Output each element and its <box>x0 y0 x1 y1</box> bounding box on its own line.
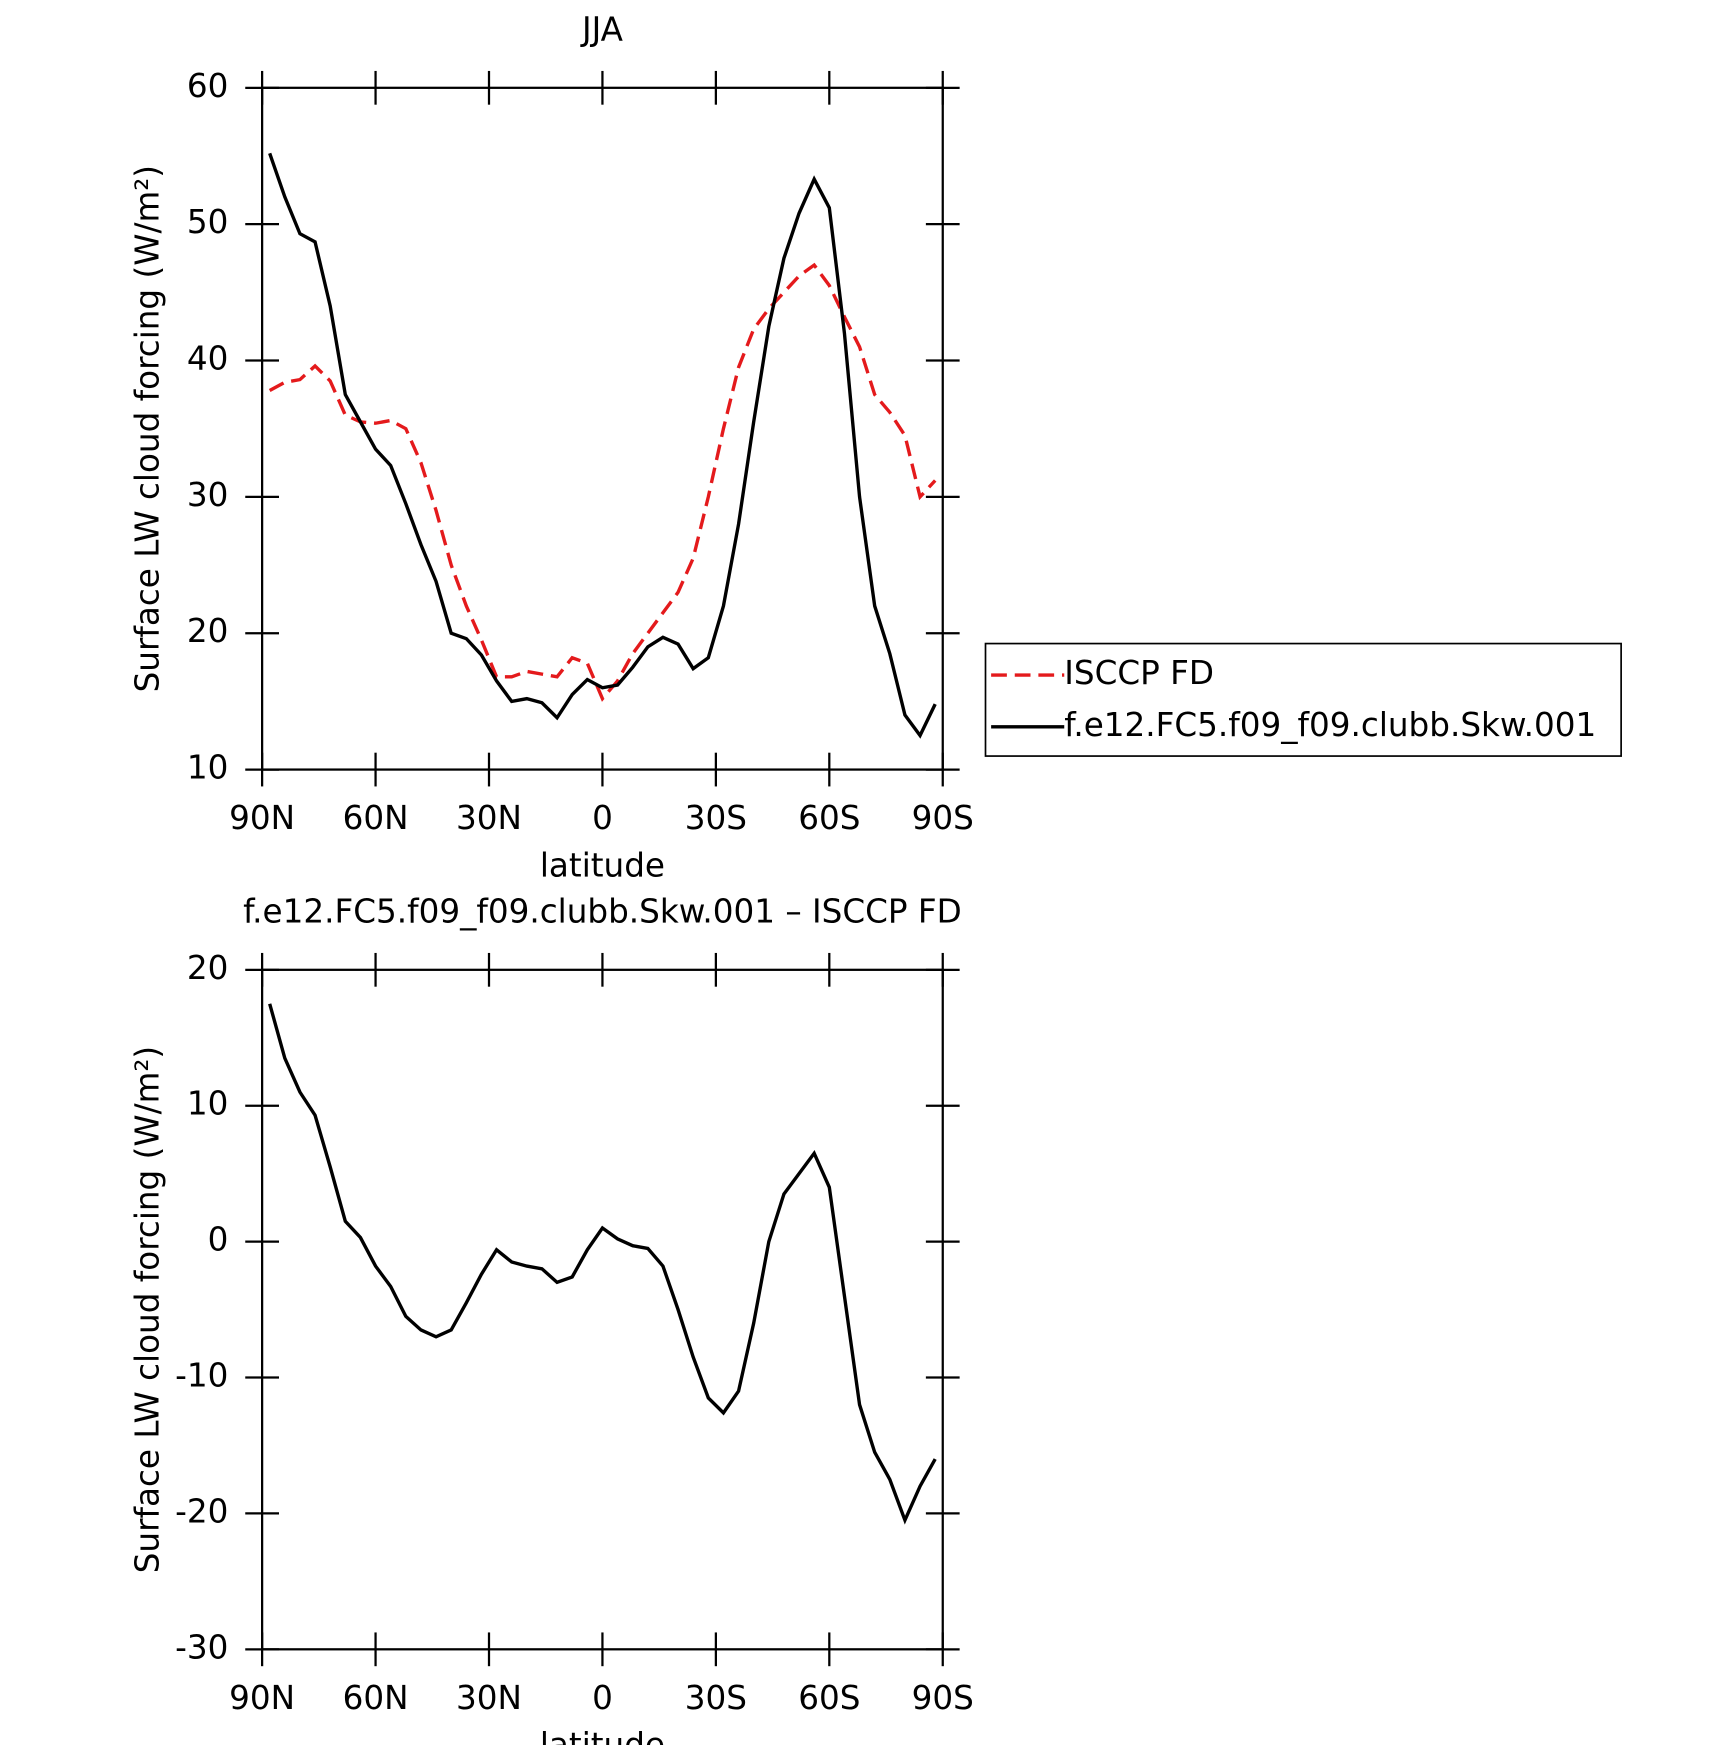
x-tick-label: 30S <box>685 1679 747 1717</box>
y-tick-label: 10 <box>187 749 229 787</box>
legend-label: ISCCP FD <box>1064 654 1214 692</box>
x-tick-label: 60S <box>798 1679 860 1717</box>
y-tick-label: 40 <box>187 340 229 378</box>
y-axis-label: Surface LW cloud forcing (W/m²) <box>129 1046 167 1573</box>
x-tick-label: 90S <box>912 1679 974 1717</box>
y-tick-label: 30 <box>187 476 229 514</box>
chart-title: f.e12.FC5.f09_f09.clubb.Skw.001 – ISCCP … <box>243 893 962 931</box>
y-tick-label: 20 <box>187 612 229 650</box>
data-line <box>268 1003 937 1525</box>
legend-box <box>984 642 1622 757</box>
x-tick-label: 90N <box>229 799 295 837</box>
y-axis-label: Surface LW cloud forcing (W/m²) <box>129 165 167 692</box>
x-tick-label: 30S <box>685 799 747 837</box>
legend-label: f.e12.FC5.f09_f09.clubb.Skw.001 <box>1064 706 1596 744</box>
x-tick-label: 30N <box>456 799 522 837</box>
data-line <box>268 152 937 739</box>
x-tick-label: 0 <box>592 1679 613 1717</box>
x-tick-label: 30N <box>456 1679 522 1717</box>
x-tick-label: 0 <box>592 799 613 837</box>
y-tick-label: -20 <box>175 1492 228 1530</box>
x-tick-label: 60N <box>343 799 409 837</box>
x-tick-label: 90N <box>229 1679 295 1717</box>
y-tick-label: -30 <box>175 1628 228 1666</box>
x-tick-label: 90S <box>912 799 974 837</box>
y-tick-label: 20 <box>187 949 229 987</box>
x-tick-label: 60S <box>798 799 860 837</box>
x-axis-label: latitude <box>540 846 665 884</box>
x-tick-label: 60N <box>343 1679 409 1717</box>
y-tick-label: 50 <box>187 203 229 241</box>
y-tick-label: 10 <box>187 1085 229 1123</box>
y-tick-label: -10 <box>175 1357 228 1395</box>
x-axis-label: latitude <box>540 1726 665 1745</box>
chart-title: JJA <box>580 11 624 49</box>
y-tick-label: 0 <box>208 1221 229 1259</box>
y-tick-label: 60 <box>187 67 229 105</box>
plot-frame <box>261 968 944 1651</box>
data-line <box>268 262 937 702</box>
